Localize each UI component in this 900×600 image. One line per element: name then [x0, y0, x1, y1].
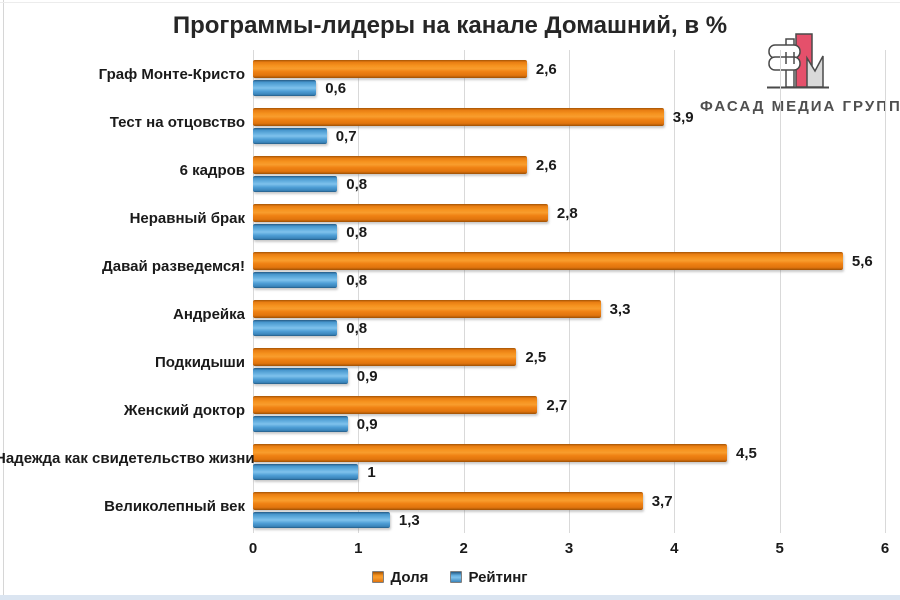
category-label: Великолепный век: [104, 498, 245, 515]
legend-item-rating: Рейтинг: [450, 568, 528, 586]
share-legend-swatch-icon: [372, 571, 385, 583]
top-border-line: [0, 2, 900, 3]
rating-bar: [253, 320, 338, 336]
legend-label: Рейтинг: [468, 568, 528, 586]
fasad-media-group-logo-icon: [767, 33, 829, 89]
rating-value-label: 0,8: [346, 176, 368, 193]
x-axis-tick-label: 6: [880, 540, 890, 557]
category-label: Андрейка: [173, 306, 245, 323]
plot-area: 2,6 0,6 3,9 0,7 2,6 0,8 2,8 0,8 5,6 0,8 3,3 0,8 2,5 0…: [253, 50, 886, 533]
share-value-label: 2,5: [525, 349, 547, 366]
share-value-label: 5,6: [851, 253, 873, 270]
category-label: Тест на отцовство: [109, 114, 245, 131]
legend: Доля Рейтинг: [0, 566, 900, 588]
category-label: Женский доктор: [123, 402, 245, 419]
rating-value-label: 0,8: [346, 272, 368, 289]
share-value-label: 3,7: [651, 493, 673, 510]
share-value-label: 2,7: [546, 397, 568, 414]
category-label: Давай разведемся!: [102, 258, 245, 275]
gridline: [674, 50, 676, 533]
x-axis-tick-label: 5: [775, 540, 784, 557]
share-bar: [253, 492, 643, 510]
share-bar: [253, 204, 548, 222]
rating-bar: [253, 80, 317, 96]
rating-value-label: 0,9: [356, 416, 378, 433]
category-label: Подкидыши: [154, 354, 245, 371]
legend-item-share: Доля: [372, 569, 428, 586]
gridline: [885, 50, 886, 533]
rating-value-label: 0,7: [335, 128, 357, 145]
rating-bar: [253, 272, 338, 288]
gridline: [463, 50, 465, 533]
rating-bar: [253, 464, 359, 480]
logo-text: ФАСАД МЕДИА ГРУПП: [700, 98, 900, 115]
rating-bar: [253, 224, 338, 240]
rating-value-label: 0,9: [356, 368, 378, 385]
gridline: [779, 50, 781, 533]
gridline: [358, 50, 360, 533]
bottom-border-strip: [0, 595, 900, 600]
share-bar: [253, 396, 538, 414]
share-bar: [253, 348, 517, 366]
company-logo: ФАСАД МЕДИА ГРУПП: [700, 30, 900, 115]
gridline: [569, 50, 570, 533]
rating-bar: [253, 368, 348, 384]
share-bar: [253, 156, 527, 174]
rating-value-label: 0,8: [346, 320, 368, 337]
rating-value-label: 1,3: [398, 512, 420, 529]
rating-legend-swatch-icon: [450, 571, 463, 583]
chart-title: Программы-лидеры на канале Домашний, в %: [172, 12, 728, 39]
x-axis-tick-label: 3: [564, 540, 574, 557]
share-bar: [253, 60, 527, 78]
share-value-label: 2,8: [556, 205, 578, 222]
share-value-label: 2,6: [535, 61, 557, 78]
rating-bar: [253, 176, 338, 192]
legend-label: Доля: [390, 568, 429, 586]
rating-value-label: 0,6: [325, 80, 347, 97]
category-label: Надежда как свидетельство жизни: [0, 450, 255, 467]
share-bar: [253, 300, 601, 318]
x-axis-tick-label: 1: [354, 540, 363, 557]
share-bar: [253, 252, 843, 270]
rating-bar: [253, 128, 327, 144]
rating-value-label: 0,8: [346, 224, 368, 241]
category-label: Граф Монте-Кристо: [98, 66, 245, 83]
left-border-line: [3, 0, 4, 600]
share-value-label: 2,6: [535, 157, 557, 174]
share-bar: [253, 108, 664, 126]
rating-bar: [253, 416, 348, 432]
share-value-label: 4,5: [736, 445, 757, 462]
gridline: [253, 50, 254, 533]
category-label: 6 кадров: [179, 162, 245, 179]
x-axis-tick-label: 2: [459, 540, 468, 557]
rating-value-label: 1: [367, 464, 376, 481]
x-axis-tick-label: 4: [670, 540, 679, 557]
share-value-label: 3,3: [609, 301, 631, 318]
category-label: Неравный брак: [129, 210, 245, 227]
share-value-label: 3,9: [672, 109, 694, 126]
x-axis-tick-label: 0: [248, 540, 258, 557]
rating-bar: [253, 512, 390, 528]
share-bar: [253, 444, 727, 462]
